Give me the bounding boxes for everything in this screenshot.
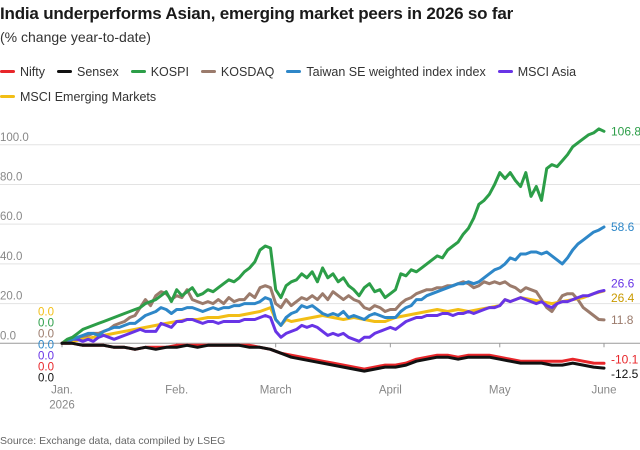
end-value-label: -12.5: [611, 367, 639, 381]
x-tick-label: May: [489, 384, 511, 396]
x-tick-label: March: [260, 384, 292, 396]
end-value-label: 26.6: [611, 276, 635, 290]
y-tick-label: 0.0: [0, 330, 16, 342]
series-line: [60, 341, 606, 373]
legend-label: Taiwan SE weighted index index: [306, 65, 486, 79]
x-tick-label: Jan.: [51, 384, 73, 396]
start-value-label: 0.0: [38, 328, 54, 340]
legend-item: MSCI Asia: [497, 60, 577, 85]
y-tick-label: 60.0: [0, 211, 22, 223]
source-note: Source: Exchange data, data compiled by …: [0, 435, 226, 447]
series-line: [60, 225, 606, 345]
legend-item: Taiwan SE weighted index index: [286, 60, 486, 85]
x-tick-label: Feb.: [165, 384, 188, 396]
y-tick-label: 40.0: [0, 251, 22, 263]
chart-legend: Nifty Sensex KOSPI KOSDAQ Taiwan SE weighted…: [0, 60, 640, 110]
end-value-label: 106.8: [611, 124, 640, 138]
series-line: [60, 127, 606, 345]
chart-subtitle: (% change year-to-date): [0, 29, 151, 45]
legend-label: KOSPI: [150, 65, 189, 79]
y-tick-label: 20.0: [0, 291, 22, 303]
end-value-label: 58.6: [611, 220, 635, 234]
legend-label: Nifty: [20, 65, 45, 79]
end-value-label: -10.1: [611, 352, 639, 366]
start-value-label: 0.0: [38, 306, 54, 318]
y-tick-label: 80.0: [0, 171, 22, 183]
end-value-label: 11.8: [611, 313, 634, 327]
legend-item: MSCI Emerging Markets: [0, 85, 156, 110]
x-tick-sublabel: 2026: [49, 399, 75, 411]
legend-label: KOSDAQ: [220, 65, 275, 79]
legend-item: Nifty: [0, 60, 45, 85]
legend-item: Sensex: [57, 60, 119, 85]
series-line: [60, 289, 606, 345]
legend-swatch: [497, 70, 513, 74]
legend-swatch: [286, 70, 302, 74]
legend-label: Sensex: [77, 65, 119, 79]
end-value-label: 26.4: [611, 291, 635, 305]
legend-item: KOSPI: [130, 60, 189, 85]
legend-swatch: [57, 70, 72, 74]
legend-swatch: [0, 95, 15, 99]
chart-title: India underperforms Asian, emerging mark…: [0, 4, 514, 23]
legend-label: MSCI Asia: [517, 65, 577, 79]
x-tick-label: April: [379, 384, 402, 396]
legend-label: MSCI Emerging Markets: [20, 90, 157, 104]
legend-swatch: [130, 70, 146, 74]
legend-item: KOSDAQ: [200, 60, 275, 85]
start-value-label: 0.0: [38, 372, 54, 384]
legend-swatch: [200, 70, 216, 74]
y-tick-label: 100.0: [0, 132, 29, 144]
start-value-label: 0.0: [38, 350, 54, 362]
start-value-label: 0.0: [38, 317, 54, 329]
start-value-label: 0.0: [38, 361, 54, 373]
legend-swatch: [0, 70, 15, 74]
x-tick-label: June: [592, 384, 617, 396]
start-value-label: 0.0: [38, 339, 54, 351]
